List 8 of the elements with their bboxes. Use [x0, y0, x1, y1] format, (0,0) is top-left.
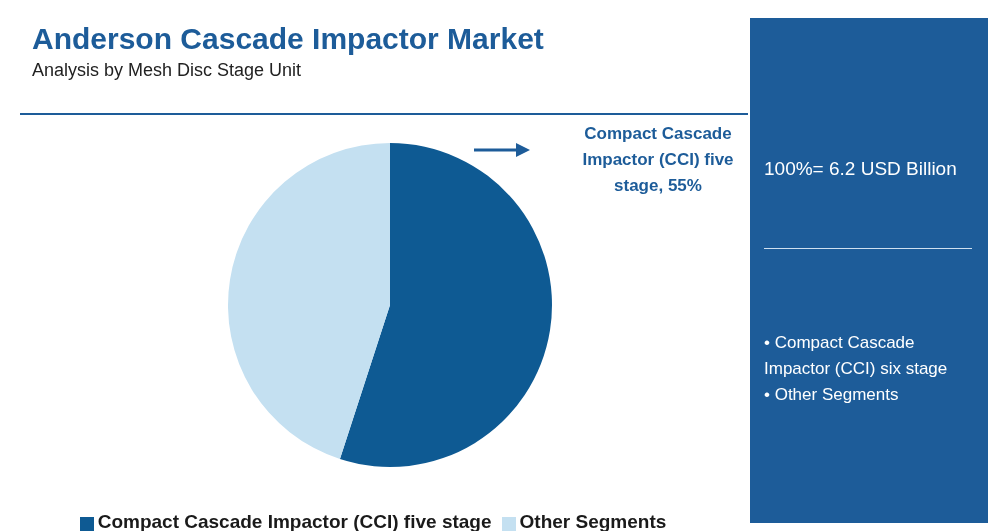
- text: Compact Cascade Impactor (CCI) five stage, 55%: [581, 123, 735, 197]
- chart-subtitle: Analysis by Mesh Disc Stage Unit: [32, 60, 302, 81]
- text: • Compact Cascade Impactor (CCI) six stage: [764, 332, 949, 380]
- text: • Other Segments: [764, 384, 900, 406]
- pie-slice: [228, 143, 390, 460]
- pie-slice: [339, 143, 552, 467]
- text: 100%= 6.2 USD Billion: [764, 158, 957, 180]
- chart-title: Anderson Cascade Impactor Market: [32, 22, 544, 56]
